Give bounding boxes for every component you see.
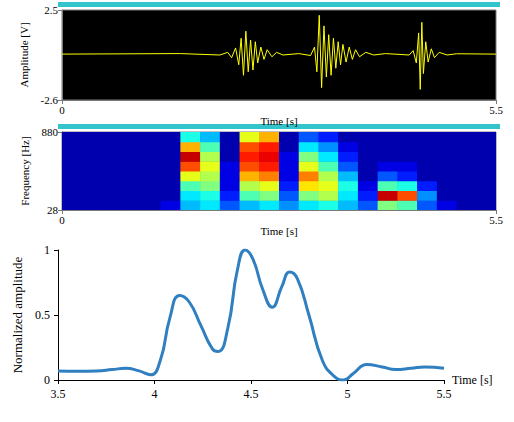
svg-text:-2.6: -2.6 — [41, 94, 59, 106]
svg-text:5.5: 5.5 — [489, 104, 503, 116]
svg-text:4: 4 — [152, 387, 158, 401]
svg-text:4.5: 4.5 — [244, 387, 259, 401]
svg-text:880: 880 — [42, 126, 59, 138]
svg-text:0: 0 — [59, 104, 65, 116]
svg-text:5.5: 5.5 — [437, 387, 452, 401]
svg-text:Normalized amplitude: Normalized amplitude — [10, 256, 25, 373]
svg-text:28: 28 — [47, 204, 59, 216]
svg-text:Time [s]: Time [s] — [452, 373, 493, 387]
svg-text:1: 1 — [44, 243, 50, 257]
svg-text:Time [s]: Time [s] — [260, 225, 297, 237]
svg-text:0.5: 0.5 — [35, 308, 50, 322]
svg-text:Time [s]: Time [s] — [260, 115, 297, 127]
svg-text:Frequency [Hz]: Frequency [Hz] — [19, 136, 31, 205]
svg-text:5: 5 — [345, 387, 351, 401]
svg-text:Amplitude [V]: Amplitude [V] — [18, 22, 30, 87]
svg-text:5.5: 5.5 — [489, 214, 503, 226]
svg-text:3.5: 3.5 — [51, 387, 66, 401]
svg-text:0: 0 — [44, 373, 50, 387]
svg-text:0: 0 — [59, 214, 65, 226]
svg-text:2.5: 2.5 — [44, 4, 58, 16]
